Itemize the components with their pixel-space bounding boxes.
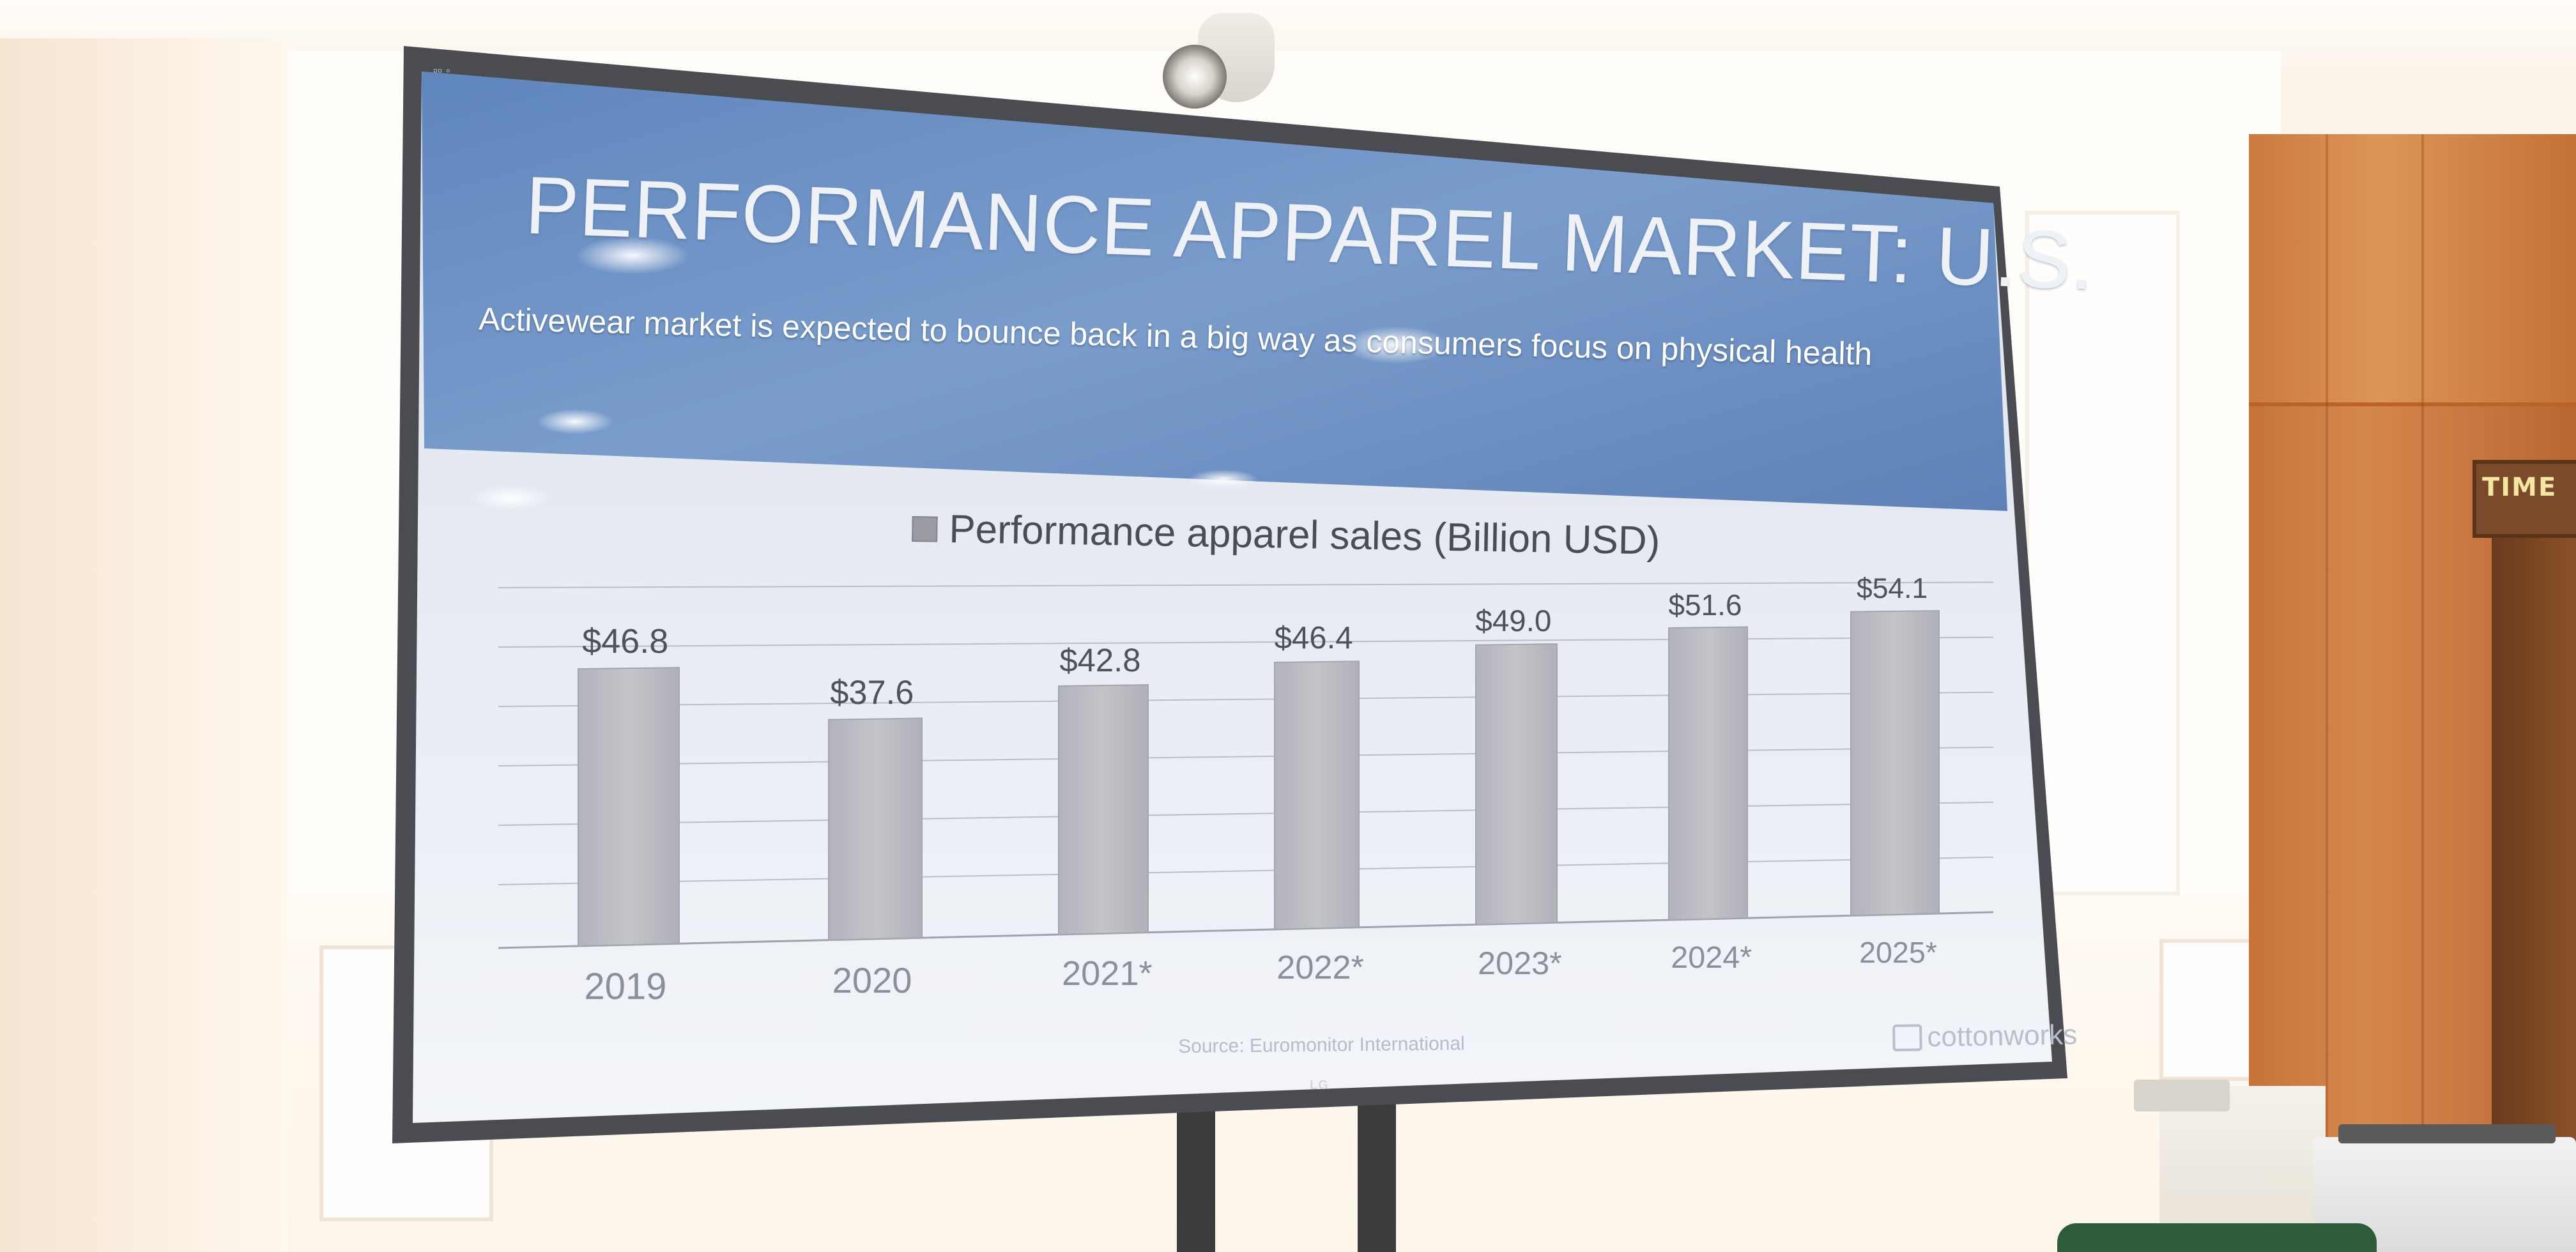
screen-glare bbox=[473, 485, 549, 511]
tv-stand-leg bbox=[1358, 1099, 1396, 1252]
clock-sign bbox=[2472, 460, 2576, 538]
bar-2025* bbox=[1850, 610, 1940, 917]
slide-header-band bbox=[422, 72, 2007, 511]
screen-glare bbox=[575, 236, 690, 275]
green-chair bbox=[2057, 1223, 2377, 1252]
bar-2020 bbox=[828, 717, 923, 941]
screen-glare bbox=[537, 409, 613, 434]
camera-lens-icon bbox=[1163, 45, 1227, 109]
bar-2019 bbox=[578, 667, 680, 947]
gridline bbox=[498, 581, 1994, 588]
bar-2021* bbox=[1058, 684, 1149, 936]
clock-sign-label: TIME bbox=[2482, 473, 2557, 502]
screen-glare bbox=[1342, 326, 1450, 364]
bar-2022* bbox=[1274, 660, 1360, 930]
bar-series bbox=[578, 610, 1940, 947]
wood-wall-upper-panel bbox=[2249, 134, 2576, 406]
left-wall bbox=[0, 38, 294, 1252]
desk-device bbox=[2134, 1080, 2230, 1111]
wood-grain-line bbox=[2326, 134, 2328, 1252]
wood-grain-line bbox=[2421, 134, 2424, 1252]
printer-lid bbox=[2338, 1124, 2556, 1143]
screen-glare bbox=[1188, 470, 1259, 489]
bar-2023* bbox=[1475, 643, 1558, 926]
tv-stand-leg bbox=[1177, 1099, 1215, 1252]
bar-2024* bbox=[1668, 626, 1748, 921]
